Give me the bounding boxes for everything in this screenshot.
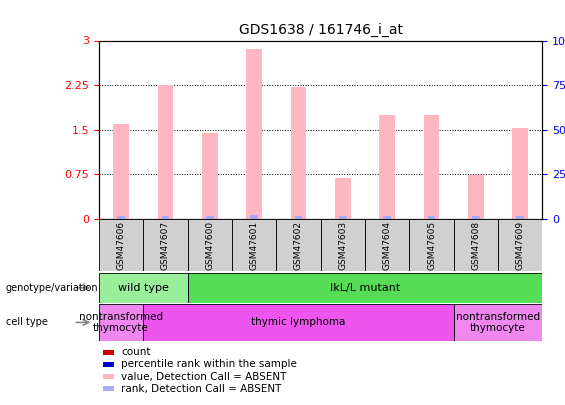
Bar xyxy=(383,216,391,219)
Text: GSM47609: GSM47609 xyxy=(516,221,525,271)
Text: count: count xyxy=(121,347,150,357)
Bar xyxy=(468,175,484,219)
Bar xyxy=(365,219,409,271)
Bar xyxy=(246,49,262,219)
Bar xyxy=(206,216,214,219)
Bar xyxy=(188,273,542,303)
Bar xyxy=(321,219,365,271)
Text: thymic lymphoma: thymic lymphoma xyxy=(251,318,346,327)
Text: GSM47606: GSM47606 xyxy=(116,221,125,271)
Bar xyxy=(99,219,144,271)
Bar xyxy=(202,132,218,219)
Text: GSM47605: GSM47605 xyxy=(427,221,436,271)
Text: GSM47603: GSM47603 xyxy=(338,221,347,271)
Bar xyxy=(144,304,454,341)
Bar xyxy=(454,304,542,341)
Bar xyxy=(117,216,125,219)
Bar xyxy=(114,124,129,219)
Bar xyxy=(232,219,276,271)
Bar xyxy=(294,216,302,219)
Text: GSM47608: GSM47608 xyxy=(471,221,480,271)
Bar xyxy=(516,216,524,219)
Bar xyxy=(103,386,114,391)
Bar xyxy=(380,115,395,219)
Bar xyxy=(99,273,188,303)
Text: value, Detection Call = ABSENT: value, Detection Call = ABSENT xyxy=(121,371,286,382)
Text: GSM47600: GSM47600 xyxy=(205,221,214,271)
Text: nontransformed
thymocyte: nontransformed thymocyte xyxy=(79,311,163,333)
Text: percentile rank within the sample: percentile rank within the sample xyxy=(121,360,297,369)
Bar xyxy=(428,216,436,219)
Bar xyxy=(144,219,188,271)
Bar xyxy=(158,85,173,219)
Bar xyxy=(424,115,439,219)
Bar xyxy=(250,215,258,219)
Bar xyxy=(162,216,169,219)
Bar xyxy=(339,216,347,219)
Bar xyxy=(472,216,480,219)
Bar xyxy=(99,304,144,341)
Text: IkL/L mutant: IkL/L mutant xyxy=(330,283,400,293)
Text: wild type: wild type xyxy=(118,283,169,293)
Bar xyxy=(188,219,232,271)
Text: GSM47607: GSM47607 xyxy=(161,221,170,271)
Text: GSM47602: GSM47602 xyxy=(294,221,303,270)
Text: cell type: cell type xyxy=(6,318,47,327)
Bar xyxy=(276,219,321,271)
Text: genotype/variation: genotype/variation xyxy=(6,283,98,293)
Bar xyxy=(512,128,528,219)
Bar xyxy=(103,374,114,379)
Text: GSM47604: GSM47604 xyxy=(383,221,392,270)
Bar xyxy=(409,219,454,271)
Bar xyxy=(454,219,498,271)
Bar xyxy=(291,87,306,219)
Text: nontransformed
thymocyte: nontransformed thymocyte xyxy=(456,311,540,333)
Bar xyxy=(335,178,350,219)
Bar xyxy=(103,350,114,355)
Bar xyxy=(103,362,114,367)
Text: rank, Detection Call = ABSENT: rank, Detection Call = ABSENT xyxy=(121,384,281,394)
Text: GSM47601: GSM47601 xyxy=(250,221,259,271)
Bar xyxy=(498,219,542,271)
Title: GDS1638 / 161746_i_at: GDS1638 / 161746_i_at xyxy=(238,23,403,37)
